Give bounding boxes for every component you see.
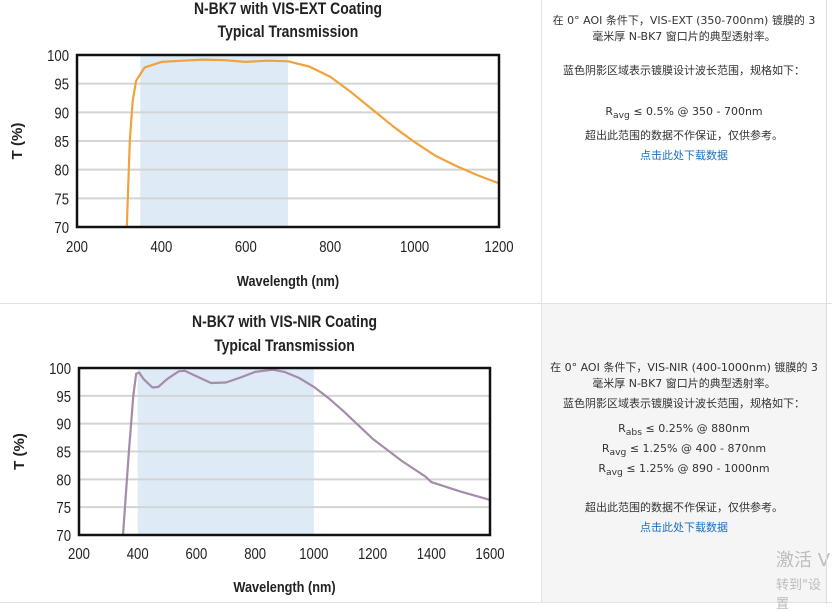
x-tick-label: 200 bbox=[68, 546, 90, 563]
y-tick-label: 70 bbox=[54, 220, 69, 237]
watermark-line2: 转到"设置 bbox=[776, 578, 821, 612]
chart-title: N-BK7 with VIS-NIR Coating bbox=[192, 313, 377, 332]
desc-line2: 毫米厚 N-BK7 窗口片的典型透射率。 bbox=[592, 30, 776, 43]
y-tick-label: 75 bbox=[54, 191, 69, 208]
row-vis-ext: N-BK7 with VIS-EXT Coating Typical Transm… bbox=[0, 0, 832, 304]
y-tick-label: 80 bbox=[56, 472, 71, 489]
shade-note: 蓝色阴影区域表示镀膜设计波长范围，规格如下： bbox=[563, 64, 805, 77]
transmission-line bbox=[121, 368, 491, 536]
y-tick-label: 95 bbox=[56, 389, 71, 406]
x-tick-label: 1400 bbox=[417, 546, 446, 563]
y-tick-label: 100 bbox=[47, 48, 69, 65]
x-tick-label: 1000 bbox=[299, 546, 328, 563]
spec-text: ≤ 1.25% @ 400 - 870nm bbox=[626, 442, 767, 456]
x-tick-label: 600 bbox=[235, 239, 257, 256]
desc-line1: 在 0° AOI 条件下，VIS-EXT (350-700nm) 镀膜的 3 bbox=[552, 14, 816, 27]
spec-subscript: avg bbox=[613, 110, 630, 122]
spec-subscript: avg bbox=[609, 447, 627, 459]
spec-text: ≤ 0.25% @ 880nm bbox=[642, 422, 750, 435]
y-tick-label: 95 bbox=[54, 77, 69, 94]
spec-subscript: avg bbox=[606, 467, 623, 479]
y-tick-label: 85 bbox=[54, 134, 69, 151]
x-tick-label: 600 bbox=[185, 546, 207, 563]
transmission-line bbox=[125, 58, 500, 228]
spec-symbol: R bbox=[598, 462, 606, 476]
right-border bbox=[826, 0, 827, 604]
disclaimer: 超出此范围的数据不作保证，仅供参考。 bbox=[585, 500, 783, 514]
plot-frame bbox=[77, 366, 492, 537]
spec-symbol: R bbox=[618, 422, 626, 435]
description-vis-nir: 在 0° AOI 条件下，VIS-NIR (400-1000nm) 镀膜的 3 … bbox=[542, 304, 826, 602]
y-tick-label: 75 bbox=[56, 500, 71, 517]
spec-line: Ravg ≤ 1.25% @ 890 - 1000nm bbox=[542, 461, 826, 481]
spec-text: ≤ 1.25% @ 890 - 1000nm bbox=[622, 462, 770, 476]
chart-title: N-BK7 with VIS-EXT Coating bbox=[194, 0, 382, 18]
spec-line: Ravg ≤ 1.25% @ 400 - 870nm bbox=[542, 441, 826, 461]
chart-vis-nir: N-BK7 with VIS-NIR Coating Typical Transm… bbox=[11, 313, 505, 595]
row-vis-nir: N-BK7 with VIS-NIR Coating Typical Transm… bbox=[0, 304, 832, 603]
y-tick-label: 90 bbox=[56, 417, 71, 434]
desc-line2: 毫米厚 N-BK7 窗口片的典型透射率。 bbox=[592, 377, 776, 390]
y-axis-label: T (%) bbox=[11, 433, 28, 470]
x-tick-label: 800 bbox=[319, 239, 341, 256]
chart-cell: N-BK7 with VIS-EXT Coating Typical Transm… bbox=[0, 0, 542, 303]
watermark-line1: 激活 V bbox=[776, 550, 831, 571]
chart-vis-ext: N-BK7 with VIS-EXT Coating Typical Transm… bbox=[9, 0, 514, 289]
chart-cell: N-BK7 with VIS-NIR Coating Typical Transm… bbox=[0, 304, 542, 602]
download-data-link[interactable]: 点击此处下载数据 bbox=[640, 520, 728, 534]
chart-subtitle: Typical Transmission bbox=[218, 23, 359, 42]
shade-note: 蓝色阴影区域表示镀膜设计波长范围，规格如下： bbox=[563, 397, 805, 410]
x-tick-label: 1200 bbox=[358, 546, 387, 563]
disclaimer: 超出此范围的数据不作保证，仅供参考。 bbox=[585, 129, 783, 143]
x-tick-label: 1000 bbox=[400, 239, 429, 256]
x-tick-label: 1600 bbox=[475, 546, 504, 563]
x-axis-label: Wavelength (nm) bbox=[237, 272, 339, 289]
x-axis-label: Wavelength (nm) bbox=[233, 578, 335, 595]
desc-line1: 在 0° AOI 条件下，VIS-NIR (400-1000nm) 镀膜的 3 bbox=[550, 361, 818, 374]
chart-subtitle: Typical Transmission bbox=[214, 337, 355, 356]
y-tick-label: 80 bbox=[54, 163, 69, 180]
spec-subscript: abs bbox=[625, 427, 642, 439]
y-axis-label: T (%) bbox=[9, 123, 26, 160]
y-tick-label: 90 bbox=[54, 105, 69, 122]
x-tick-label: 1200 bbox=[484, 239, 513, 256]
y-tick-label: 100 bbox=[49, 361, 71, 378]
y-tick-label: 85 bbox=[56, 444, 71, 461]
description-vis-ext: 在 0° AOI 条件下，VIS-EXT (350-700nm) 镀膜的 3 毫… bbox=[542, 0, 826, 303]
download-data-link[interactable]: 点击此处下载数据 bbox=[640, 149, 728, 163]
x-tick-label: 400 bbox=[150, 239, 172, 256]
x-tick-label: 200 bbox=[66, 239, 88, 256]
spec-symbol: R bbox=[605, 105, 613, 118]
y-tick-label: 70 bbox=[56, 528, 71, 545]
x-tick-label: 400 bbox=[127, 546, 149, 563]
x-tick-label: 800 bbox=[244, 546, 266, 563]
spec-line: Rabs ≤ 0.25% @ 880nm bbox=[542, 421, 826, 441]
spec-text: ≤ 0.5% @ 350 - 700nm bbox=[629, 105, 763, 118]
plot-frame bbox=[75, 53, 501, 229]
spec-symbol: R bbox=[601, 442, 610, 456]
spec-line: Ravg ≤ 0.5% @ 350 - 700nm bbox=[542, 104, 826, 124]
